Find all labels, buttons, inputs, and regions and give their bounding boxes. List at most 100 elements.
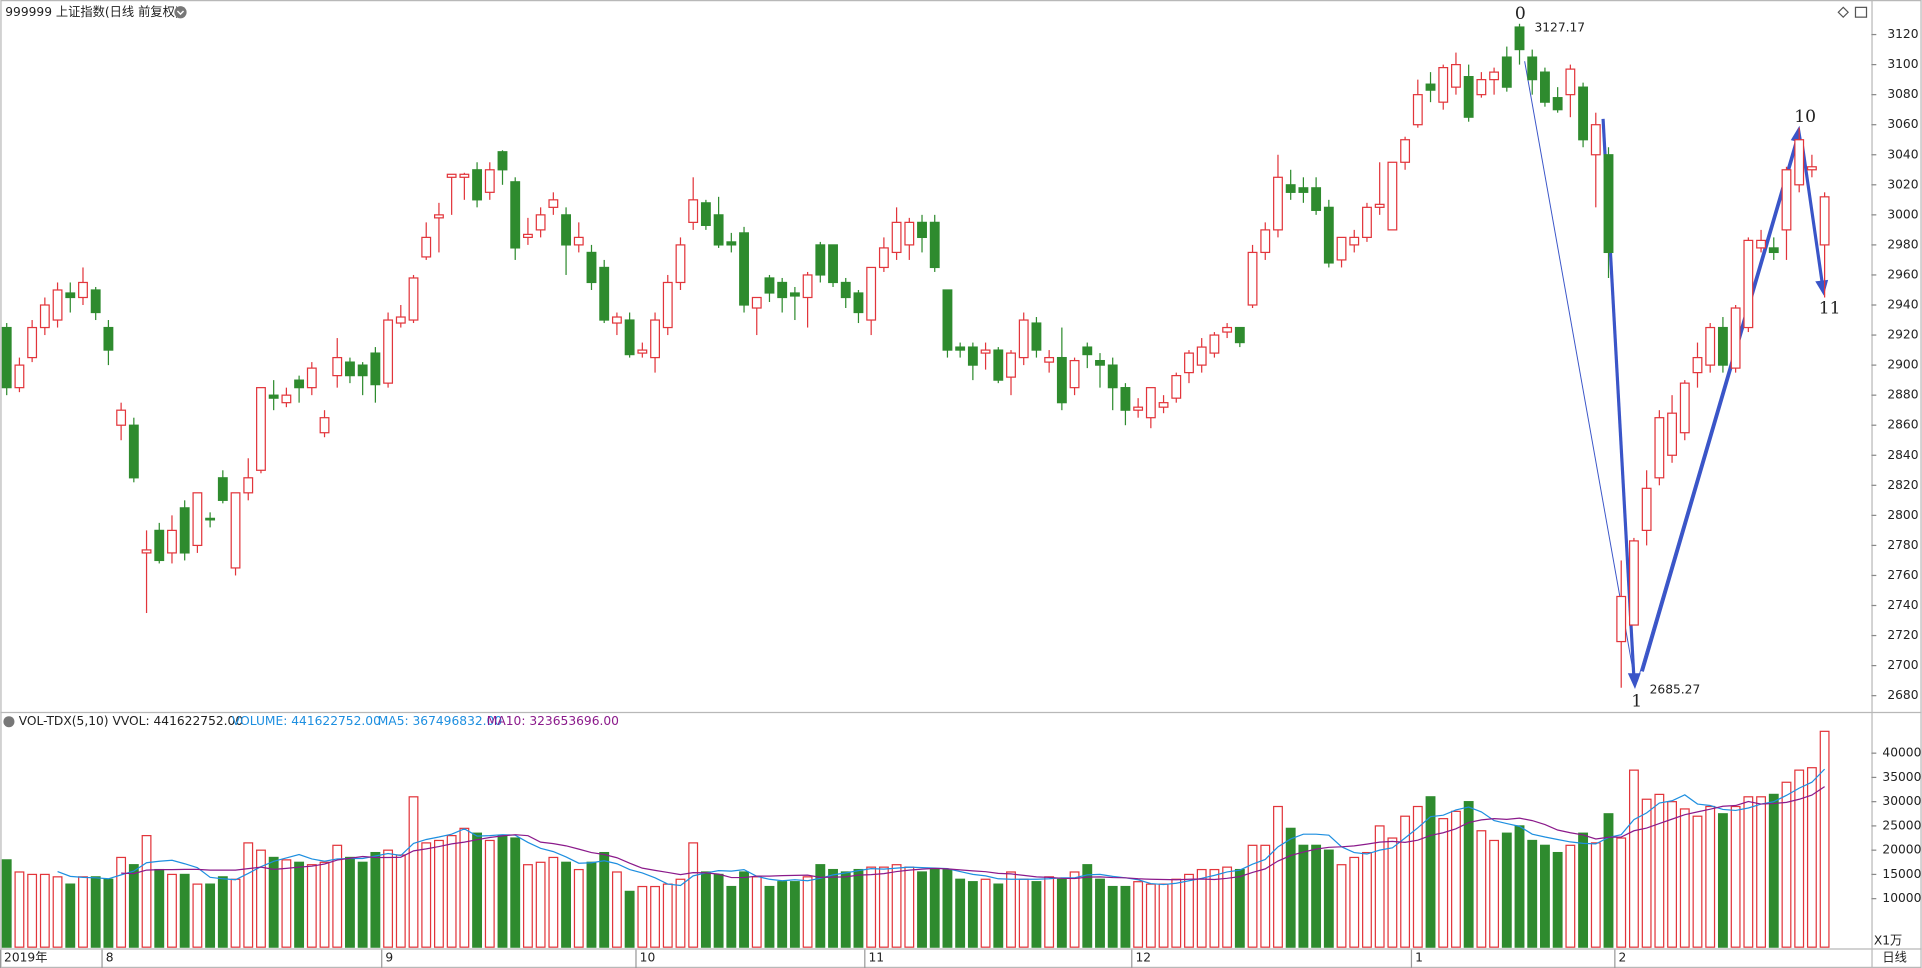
volume-bar bbox=[319, 861, 330, 948]
candle-body bbox=[1120, 387, 1131, 411]
candle-body bbox=[611, 316, 622, 324]
volume-y-tick-label: 25000 bbox=[1882, 818, 1921, 832]
y-tick-label: 2760 bbox=[1887, 568, 1918, 582]
candle-body bbox=[535, 214, 546, 231]
x-tick-label: 9 bbox=[385, 951, 393, 965]
volume-bar bbox=[1794, 769, 1805, 948]
candle-body bbox=[179, 507, 190, 554]
volume-bar bbox=[891, 864, 902, 948]
volume-bar bbox=[611, 871, 622, 948]
x-tick-label: 1 bbox=[1415, 951, 1423, 965]
volume-bar bbox=[1362, 851, 1372, 948]
candle-body bbox=[675, 244, 686, 284]
candle-body bbox=[78, 281, 88, 299]
candle-body bbox=[446, 173, 457, 178]
volume-bar bbox=[1768, 793, 1779, 948]
candle-body bbox=[1489, 71, 1500, 81]
candle-body bbox=[980, 349, 991, 354]
volume-bar bbox=[942, 868, 953, 948]
y-tick-label: 2860 bbox=[1887, 418, 1918, 432]
candle-body bbox=[421, 236, 432, 258]
volume-bar bbox=[1743, 796, 1754, 948]
low-label: 2685.27 bbox=[1650, 682, 1701, 696]
candle-body bbox=[383, 319, 394, 384]
candle-body bbox=[1425, 83, 1436, 91]
volume-bar bbox=[1819, 730, 1830, 948]
volume-bar bbox=[586, 861, 597, 948]
volume-bar bbox=[1641, 798, 1652, 948]
candle-body bbox=[1679, 382, 1690, 434]
candle-body bbox=[688, 199, 699, 223]
volume-bar bbox=[1336, 864, 1347, 948]
x-tick-label: 8 bbox=[106, 951, 114, 965]
y-tick-label: 3060 bbox=[1887, 117, 1918, 131]
candle-body bbox=[955, 346, 966, 351]
candle-body bbox=[1806, 166, 1817, 171]
volume-bar bbox=[726, 885, 737, 948]
candle-body bbox=[1794, 139, 1805, 186]
y-tick-label: 2920 bbox=[1887, 328, 1918, 342]
candle-body bbox=[1692, 356, 1703, 374]
candle-body bbox=[1234, 326, 1245, 344]
candle-body bbox=[1069, 359, 1080, 389]
candle-body bbox=[1412, 94, 1423, 126]
volume-bar bbox=[1730, 805, 1741, 948]
y-tick-label: 2680 bbox=[1887, 688, 1918, 702]
volume-bar bbox=[1540, 844, 1550, 948]
volume-bar bbox=[14, 871, 25, 948]
candle-body bbox=[230, 492, 241, 569]
y-tick-label: 2880 bbox=[1887, 388, 1918, 402]
candle-body bbox=[217, 477, 228, 501]
candle-body bbox=[1768, 247, 1779, 254]
candle-body bbox=[319, 417, 330, 434]
candle-body bbox=[1247, 251, 1258, 306]
volume-menu-icon[interactable] bbox=[3, 716, 15, 728]
candle-body bbox=[917, 221, 927, 239]
candle-body bbox=[39, 304, 50, 329]
volume-bar bbox=[357, 861, 368, 948]
y-tick-label: 2740 bbox=[1887, 598, 1918, 612]
candle-body bbox=[27, 326, 38, 359]
candle-body bbox=[1654, 417, 1665, 479]
candle-body bbox=[1374, 203, 1385, 208]
wave-label: 11 bbox=[1819, 298, 1841, 318]
volume-bar bbox=[917, 871, 927, 948]
volume-bar bbox=[751, 876, 762, 948]
volume-bar bbox=[497, 835, 508, 948]
volume-bar bbox=[1171, 878, 1182, 948]
volume-bar bbox=[1, 859, 12, 948]
candle-body bbox=[1603, 154, 1614, 254]
candle-body bbox=[1717, 326, 1728, 366]
candle-body bbox=[243, 477, 254, 494]
candle-body bbox=[1552, 97, 1563, 111]
candle-body bbox=[929, 221, 940, 269]
volume-bar bbox=[1323, 849, 1334, 948]
y-tick-label: 3000 bbox=[1887, 207, 1918, 221]
candle-body bbox=[1323, 206, 1334, 264]
volume-y-tick-label: 40000 bbox=[1882, 746, 1921, 760]
candle-body bbox=[764, 277, 775, 294]
wave-label: 1 bbox=[1631, 692, 1642, 712]
volume-bar bbox=[866, 866, 877, 948]
candle-body bbox=[1133, 406, 1144, 411]
volume-bar bbox=[268, 856, 279, 948]
toolbar-icon[interactable] bbox=[1854, 6, 1868, 18]
candle-body bbox=[510, 181, 521, 249]
candle-body bbox=[1298, 187, 1309, 193]
volume-bar bbox=[1489, 839, 1500, 948]
arrow-head bbox=[1627, 673, 1641, 690]
volume-bar bbox=[256, 849, 266, 948]
candle-body bbox=[1158, 402, 1169, 408]
volume-bar bbox=[573, 868, 584, 948]
candle-body bbox=[1540, 71, 1550, 103]
volume-bar bbox=[840, 871, 851, 948]
candle-body bbox=[167, 529, 177, 554]
y-tick-label: 2980 bbox=[1887, 237, 1918, 251]
volume-bar bbox=[1158, 883, 1169, 948]
title-menu-arrow bbox=[176, 10, 185, 16]
x-tick-label: 10 bbox=[640, 951, 656, 965]
title-menu-icon[interactable] bbox=[174, 6, 187, 19]
toolbar-icon[interactable] bbox=[1837, 6, 1849, 19]
